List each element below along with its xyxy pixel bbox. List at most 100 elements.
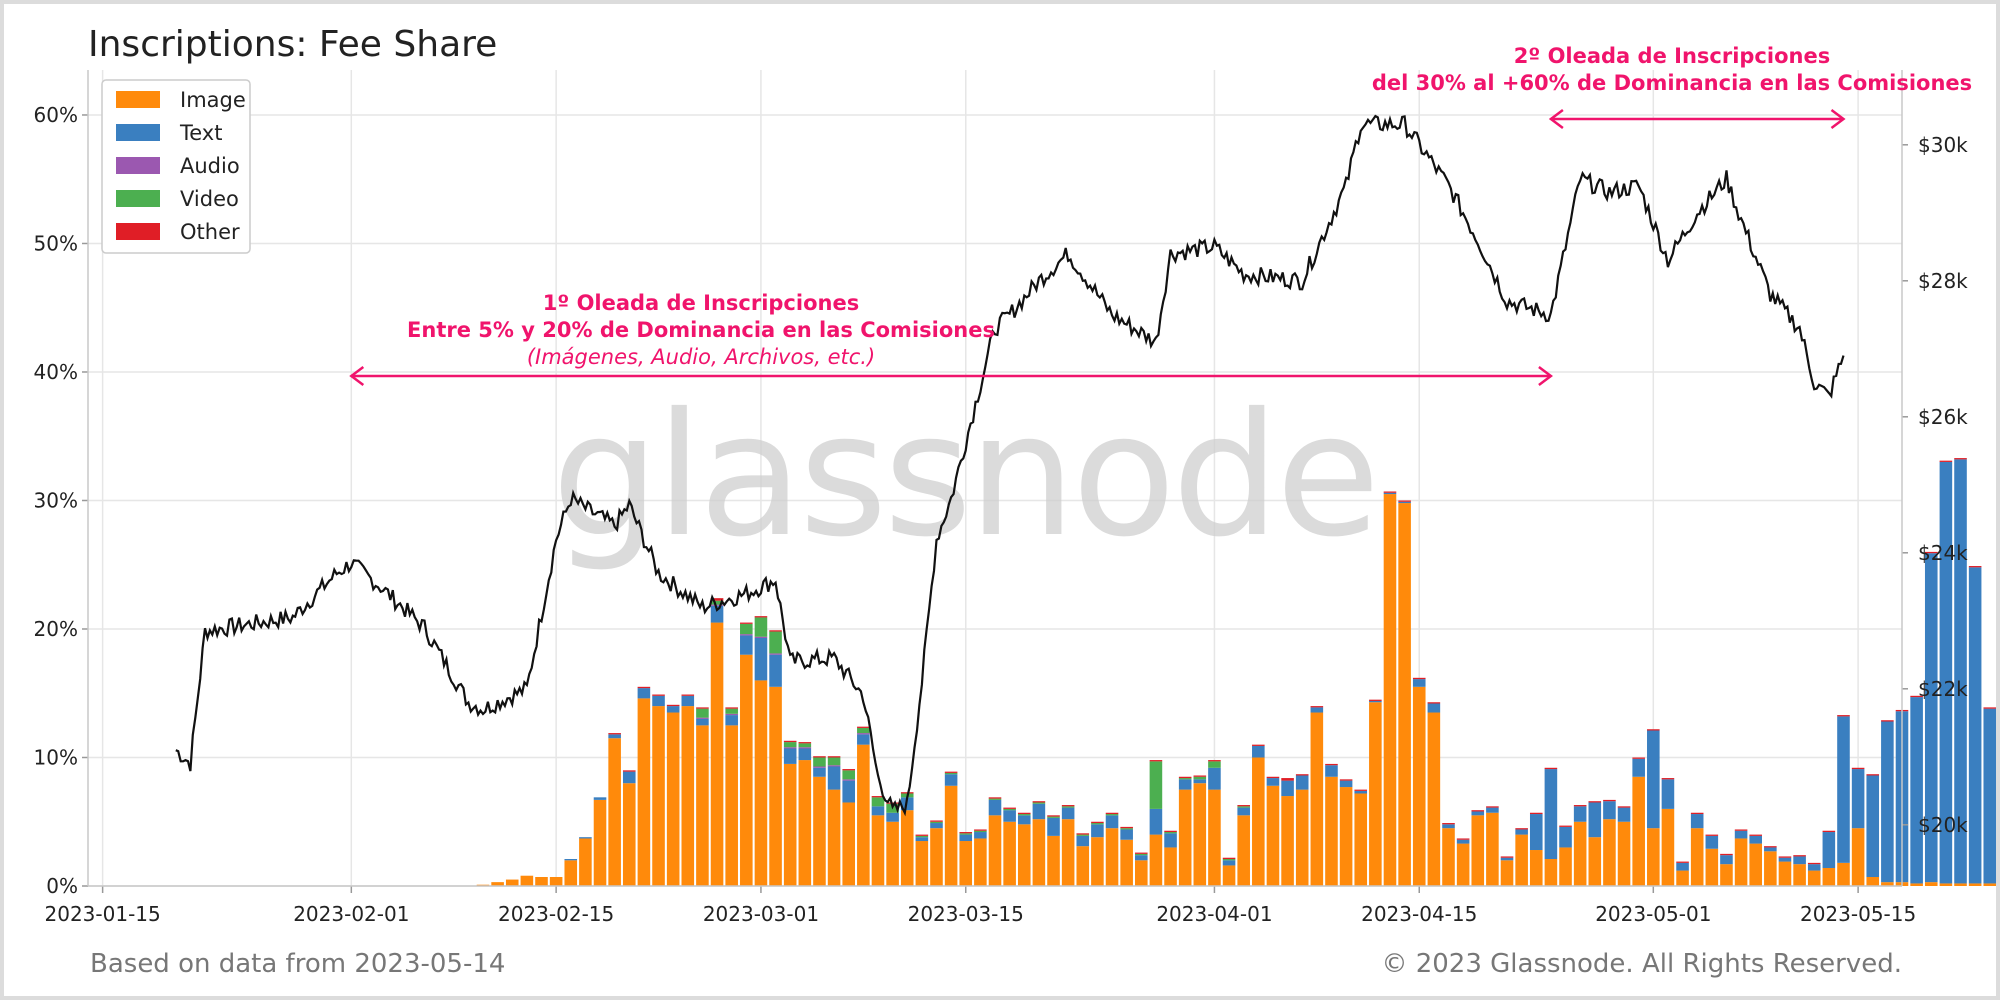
bar-segment-video [988, 798, 1002, 800]
bar-segment-text [1281, 780, 1294, 797]
y-left-tick-label: 50% [34, 231, 78, 255]
bar-segment-text [769, 654, 782, 687]
bar-segment-text [579, 837, 592, 839]
x-tick-label: 2023-04-15 [1361, 902, 1477, 926]
y-left-tick-label: 0% [46, 874, 78, 898]
bar-segment-text [1559, 826, 1572, 848]
bar-segment-image [959, 841, 973, 886]
bar-segment-other [1456, 838, 1470, 840]
bar-segment-image [1837, 862, 1850, 886]
bar-segment-other [1178, 776, 1192, 779]
bar-segment-image [579, 838, 592, 886]
bar-segment-image [1486, 812, 1499, 886]
bar-segment-text [1237, 807, 1250, 816]
bar-segment-text [754, 637, 768, 681]
bar-segment-text [1120, 829, 1133, 840]
bar-segment-other [1793, 855, 1806, 857]
bar-segment-video [930, 821, 943, 824]
bar-segment-text [1164, 833, 1177, 848]
bar-segment-image [1456, 843, 1470, 886]
bar-segment-other [1749, 834, 1762, 836]
bar-segment-image [1266, 785, 1280, 886]
bar-segment-image [1866, 877, 1880, 886]
bar-segment-text [1983, 708, 1996, 884]
bar-segment-other [1091, 821, 1104, 824]
bar-segment-other [1208, 760, 1221, 762]
bar-segment-other [622, 770, 636, 772]
bar-segment-image [593, 799, 607, 886]
bar-segment-text [1252, 745, 1265, 758]
bar-segment-other [871, 796, 885, 798]
bar-segment-other [1032, 801, 1046, 803]
x-tick-label: 2023-02-01 [293, 902, 409, 926]
bar-segment-other [740, 622, 753, 624]
bar-segment-other [1910, 695, 1923, 698]
bar-segment-text [1544, 769, 1558, 860]
bar-segment-text [622, 771, 636, 784]
bar-segment-text [1369, 700, 1382, 703]
bar-segment-image [988, 815, 1002, 886]
annotation-second-arrow [1548, 109, 1846, 129]
bar-segment-image [1983, 883, 1996, 886]
bar-segment-other [798, 742, 812, 744]
bar-segment-text [652, 695, 665, 707]
bar-segment-image [549, 877, 563, 886]
bar-segment-text [1866, 775, 1880, 878]
y-right-tick-label: $28k [1918, 269, 1968, 293]
bar-segment-text [1149, 808, 1163, 835]
x-tick-label: 2023-05-15 [1800, 902, 1916, 926]
bar-segment-other [1822, 830, 1836, 833]
bar-segment-image [1617, 821, 1631, 886]
bar-segment-text [1076, 835, 1090, 847]
bar-segment-image [1383, 494, 1397, 886]
bar-segment-video [1193, 776, 1207, 780]
bar-segment-text [1017, 815, 1031, 825]
y-right-tick-label: $22k [1918, 677, 1968, 701]
bar-segment-image [1559, 847, 1572, 886]
bar-segment-other [1881, 720, 1894, 722]
bar-segment-image [1310, 712, 1324, 886]
bar-segment-text [1295, 775, 1309, 790]
axes: 0% 10% 20% 30% 40% 50% 60% $20k $22k $24k $26k $28k… [34, 70, 1968, 926]
bar-segment-audio [754, 636, 768, 638]
bar-segment-video [1178, 778, 1192, 780]
bar-segment-text [1632, 758, 1645, 777]
bar-segment-text [974, 832, 987, 839]
bar-segment-other [1968, 566, 1982, 568]
bar-segment-other [1837, 715, 1850, 717]
bar-segment-image [681, 706, 695, 886]
y-right-tick-label: $30k [1918, 133, 1968, 157]
bar-segment-image [754, 680, 768, 886]
bar-segment-text [1193, 779, 1207, 784]
bar-segment-text [637, 688, 651, 699]
bar-segment-text [725, 715, 738, 726]
y-left-tick-label: 20% [34, 617, 78, 641]
bar-segment-image [1603, 819, 1616, 886]
bar-segment-other [681, 694, 695, 696]
bar-segment-audio [769, 653, 782, 655]
bar-segment-image [1208, 789, 1221, 886]
bar-segment-video [1120, 828, 1133, 830]
bar-segment-text [1178, 779, 1192, 790]
bar-segment-video [827, 757, 841, 766]
bar-segment-text [1807, 864, 1821, 871]
bar-segment-other [944, 771, 958, 773]
y-left-tick-label: 30% [34, 488, 78, 512]
bar-segment-other [696, 707, 709, 709]
bar-segment-text [1851, 769, 1865, 829]
chart-title: Inscriptions: Fee Share [88, 24, 497, 65]
bar-segment-text [1398, 501, 1411, 504]
fee-share-chart: glassnode 0% 10% 20% 30% 40% 50% 60% $20k $22k $2… [34, 24, 1996, 979]
bar-segment-text [827, 766, 841, 790]
bar-segment-other [1281, 778, 1294, 781]
bar-segment-text [959, 834, 973, 842]
y-right-tick-label: $24k [1918, 541, 1968, 565]
bar-segment-image [1105, 828, 1119, 886]
bar-segment-image [1515, 834, 1528, 886]
bar-segment-text [871, 806, 885, 816]
bar-segment-image [1720, 864, 1733, 886]
legend-label-audio: Audio [180, 154, 240, 178]
legend-items: Image Text Audio Video Other [116, 88, 246, 244]
bar-segment-other [1047, 815, 1060, 817]
